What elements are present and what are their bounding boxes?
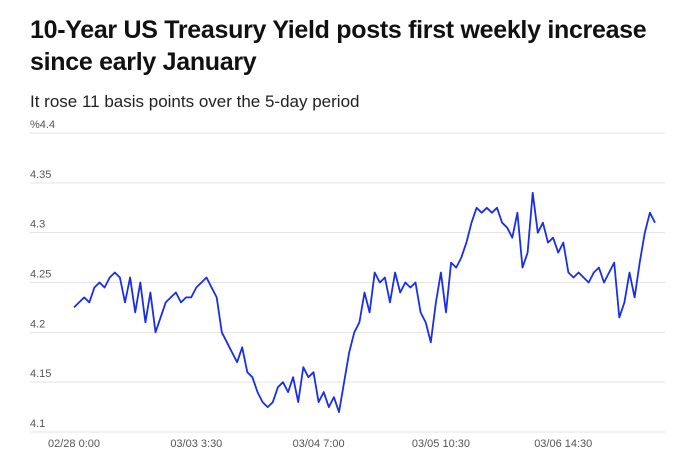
x-tick-label: 03/05 10:30 <box>412 438 470 450</box>
x-tick-label: 03/04 7:00 <box>293 438 345 450</box>
y-tick-label: 4.25 <box>30 269 51 281</box>
x-tick-label: 03/03 3:30 <box>170 438 222 450</box>
y-tick-label: 4.15 <box>30 368 51 380</box>
y-tick-label: 4.35 <box>30 169 51 181</box>
x-tick-label: 02/28 0:00 <box>48 438 100 450</box>
chart-subtitle: It rose 11 basis points over the 5-day p… <box>30 92 360 111</box>
chart-title: 10-Year US Treasury Yield posts first we… <box>30 16 647 76</box>
y-tick-label: 4.3 <box>30 219 45 231</box>
y-tick-label: 4.2 <box>30 318 45 330</box>
y-tick-label: 4.1 <box>30 418 45 430</box>
x-tick-label: 03/06 14:30 <box>534 438 592 450</box>
line <box>73 191 656 413</box>
y-tick-label: %4.4 <box>30 119 55 131</box>
